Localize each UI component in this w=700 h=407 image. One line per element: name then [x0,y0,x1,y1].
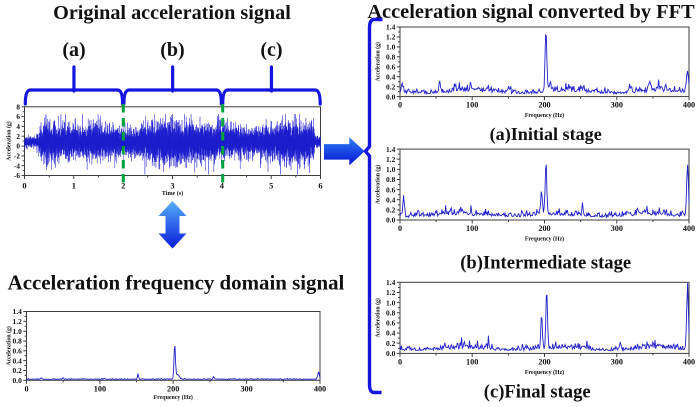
svg-text:1.4: 1.4 [13,307,23,316]
svg-text:300: 300 [611,357,623,366]
svg-text:1.2: 1.2 [386,288,396,297]
svg-text:1.4: 1.4 [386,278,396,287]
svg-text:0: 0 [398,101,402,110]
svg-text:200: 200 [167,384,179,393]
svg-text:300: 300 [611,224,623,233]
svg-text:0.2: 0.2 [386,339,396,348]
svg-text:Acceleration signal converted: Acceleration signal converted by FFT [367,1,695,23]
svg-text:0.6: 0.6 [386,319,396,328]
svg-text:1.2: 1.2 [386,155,396,164]
svg-text:0: 0 [16,143,20,151]
svg-text:100: 100 [94,384,106,393]
svg-text:400: 400 [683,357,695,366]
svg-text:0: 0 [398,357,402,366]
svg-text:Frequency (Hz): Frequency (Hz) [525,369,564,376]
svg-text:0.4: 0.4 [386,329,396,338]
svg-text:0.8: 0.8 [386,53,396,62]
svg-text:Acceleration frequency domain: Acceleration frequency domain signal [8,271,345,295]
svg-text:1.0: 1.0 [386,298,396,307]
svg-text:0: 0 [24,384,28,393]
svg-text:Frequency (Hz): Frequency (Hz) [525,236,564,243]
svg-text:0.2: 0.2 [386,82,396,91]
svg-text:Frequency (Hz): Frequency (Hz) [525,112,564,119]
svg-text:6: 6 [16,113,20,121]
svg-text:3: 3 [170,182,174,191]
svg-text:0.4: 0.4 [13,356,23,365]
svg-text:Acceleration (g): Acceleration (g) [375,42,382,82]
svg-text:300: 300 [240,384,252,393]
svg-text:1.4: 1.4 [386,23,396,32]
svg-text:Acceleration (g): Acceleration (g) [6,121,13,161]
svg-text:0.8: 0.8 [386,308,396,317]
svg-text:200: 200 [538,357,550,366]
svg-text:0.8: 0.8 [386,175,396,184]
svg-text:(b)Intermediate stage: (b)Intermediate stage [460,253,631,274]
svg-text:Acceleration (g): Acceleration (g) [375,165,382,205]
svg-text:1.0: 1.0 [13,327,23,336]
svg-text:8: 8 [16,103,20,111]
svg-text:Acceleration (g): Acceleration (g) [375,298,382,338]
svg-text:0.6: 0.6 [13,347,23,356]
svg-text:6: 6 [318,182,322,191]
svg-text:4: 4 [16,123,20,131]
svg-text:5: 5 [269,182,273,191]
svg-text:200: 200 [538,101,550,110]
svg-text:(c): (c) [260,39,282,61]
svg-text:0.4: 0.4 [386,72,396,81]
svg-text:0.6: 0.6 [386,185,396,194]
svg-text:(a): (a) [62,39,85,61]
svg-text:0.2: 0.2 [386,206,396,215]
svg-text:400: 400 [314,384,326,393]
svg-text:-4: -4 [14,162,20,170]
svg-text:1.4: 1.4 [386,145,396,154]
svg-text:-2: -2 [14,153,20,161]
svg-text:0.6: 0.6 [386,62,396,71]
svg-text:0.0: 0.0 [386,216,396,225]
svg-text:1.0: 1.0 [386,165,396,174]
svg-text:0: 0 [398,224,402,233]
svg-text:0.4: 0.4 [386,195,396,204]
svg-text:(a)Initial stage: (a)Initial stage [490,124,602,145]
svg-text:(b): (b) [160,39,184,61]
svg-text:-6: -6 [14,172,20,180]
svg-text:4: 4 [220,182,225,191]
svg-text:400: 400 [683,224,695,233]
svg-text:0.8: 0.8 [13,337,23,346]
svg-text:0: 0 [22,182,26,191]
svg-text:1.2: 1.2 [386,33,396,42]
svg-text:300: 300 [611,101,623,110]
svg-text:100: 100 [466,101,478,110]
svg-text:1: 1 [72,182,76,191]
svg-text:0.0: 0.0 [386,349,396,358]
svg-text:2: 2 [16,133,20,141]
svg-text:0.0: 0.0 [386,92,396,101]
svg-text:0.0: 0.0 [13,376,23,385]
svg-text:Time (s): Time (s) [162,190,183,197]
svg-text:100: 100 [466,224,478,233]
svg-text:0.2: 0.2 [13,366,23,375]
svg-text:400: 400 [683,101,695,110]
svg-text:1.2: 1.2 [13,317,23,326]
svg-text:200: 200 [538,224,550,233]
svg-text:Acceleration (g): Acceleration (g) [6,326,13,366]
svg-text:1.0: 1.0 [386,43,396,52]
svg-text:100: 100 [466,357,478,366]
svg-text:2: 2 [121,182,125,191]
svg-text:Frequency (Hz): Frequency (Hz) [154,394,193,401]
svg-text:Original acceleration signal: Original acceleration signal [53,2,291,24]
svg-text:(c)Final stage: (c)Final stage [484,381,591,402]
